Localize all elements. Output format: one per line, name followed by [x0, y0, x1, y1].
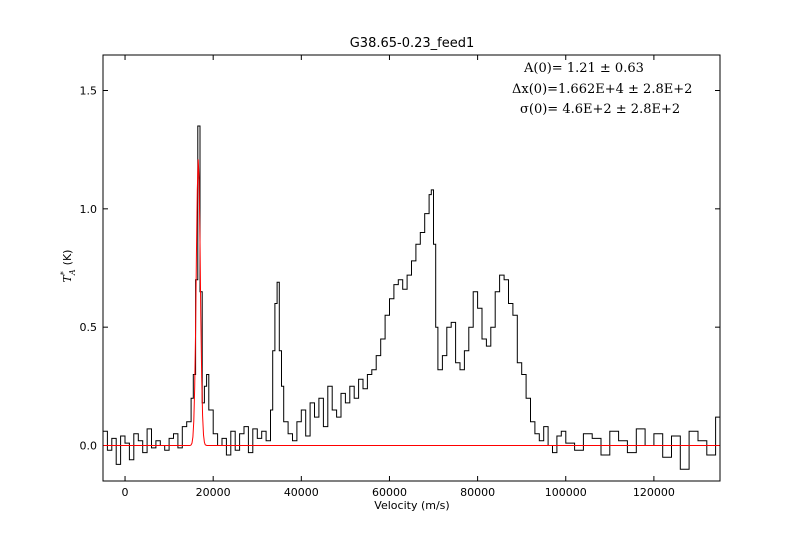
- x-axis-label: Velocity (m/s): [374, 499, 449, 512]
- y-axis-ticks: 0.0 0.5 1.0 1.5: [80, 85, 720, 453]
- series-layer: [103, 125, 721, 470]
- y-tick-label: 0.0: [80, 440, 98, 453]
- x-tick-label: 40000: [284, 486, 319, 499]
- x-axis-ticks: 0 20000 40000 60000 80000 100000 120000: [122, 55, 675, 499]
- gaussian-fit-line: [103, 159, 720, 446]
- x-tick-label: 100000: [545, 486, 587, 499]
- svg-text:T*A(K): T*A (K): [59, 250, 77, 283]
- annotation-center: Δx(0)=1.662E+4 ± 2.8E+2: [512, 82, 692, 97]
- annotation-amplitude: A(0)= 1.21 ± 0.63: [523, 61, 644, 76]
- x-tick-label: 60000: [372, 486, 407, 499]
- chart-title: G38.65-0.23_feed1: [350, 36, 475, 51]
- y-axis-label-main: T: [61, 273, 74, 282]
- x-tick-label: 0: [122, 486, 129, 499]
- y-axis-label-unit: (K): [61, 250, 74, 266]
- y-tick-label: 1.5: [80, 85, 98, 98]
- y-tick-label: 0.5: [80, 321, 98, 334]
- x-tick-label: 80000: [460, 486, 495, 499]
- x-tick-label: 20000: [196, 486, 231, 499]
- y-axis-label-sup: *: [59, 271, 68, 275]
- annotation-sigma: σ(0)= 4.6E+2 ± 2.8E+2: [520, 102, 680, 117]
- plot-frame: [102, 54, 721, 482]
- fit-annotations: A(0)= 1.21 ± 0.63 Δx(0)=1.662E+4 ± 2.8E+…: [512, 61, 692, 117]
- y-axis-label-sub: A: [68, 269, 77, 276]
- y-axis-label: T*A (K): [59, 250, 77, 283]
- x-tick-label: 120000: [633, 486, 675, 499]
- y-tick-label: 1.0: [80, 203, 98, 216]
